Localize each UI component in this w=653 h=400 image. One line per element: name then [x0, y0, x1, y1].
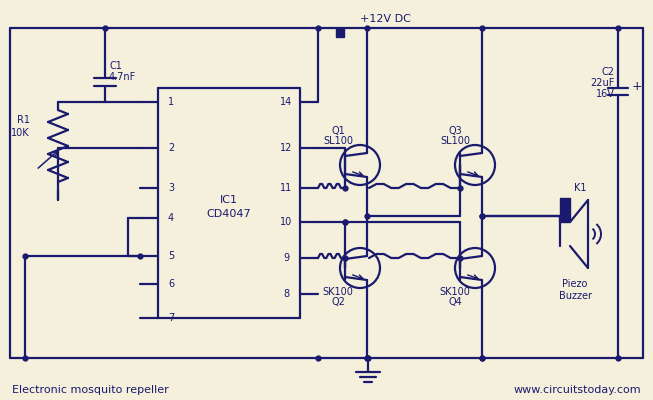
Text: C1: C1 — [109, 61, 122, 71]
Text: C2: C2 — [602, 67, 615, 77]
Text: SK100: SK100 — [323, 287, 353, 297]
Bar — [560, 198, 570, 222]
Text: 1: 1 — [168, 97, 174, 107]
Text: R1: R1 — [17, 115, 30, 125]
Text: www.circuitstoday.com: www.circuitstoday.com — [513, 385, 641, 395]
Text: +12V DC: +12V DC — [360, 14, 411, 24]
Text: IC1: IC1 — [220, 195, 238, 205]
Text: 9: 9 — [283, 253, 289, 263]
Text: Q1: Q1 — [331, 126, 345, 136]
Text: 5: 5 — [168, 251, 174, 261]
Text: Piezo: Piezo — [562, 279, 588, 289]
Text: Q3: Q3 — [448, 126, 462, 136]
Bar — [336, 28, 344, 37]
Text: 10K: 10K — [11, 128, 30, 138]
Text: SL100: SL100 — [440, 136, 470, 146]
Text: 12: 12 — [280, 143, 292, 153]
Text: 8: 8 — [283, 289, 289, 299]
Text: 6: 6 — [168, 279, 174, 289]
Text: Q2: Q2 — [331, 297, 345, 307]
Text: 11: 11 — [280, 183, 292, 193]
Text: SK100: SK100 — [439, 287, 470, 297]
Text: 16V: 16V — [596, 89, 615, 99]
Text: 14: 14 — [280, 97, 292, 107]
Text: Electronic mosquito repeller: Electronic mosquito repeller — [12, 385, 168, 395]
Text: Q4: Q4 — [448, 297, 462, 307]
Text: 4: 4 — [168, 213, 174, 223]
Text: CD4047: CD4047 — [207, 209, 251, 219]
Text: 22uF: 22uF — [590, 78, 615, 88]
Text: SL100: SL100 — [323, 136, 353, 146]
Text: 10: 10 — [280, 217, 292, 227]
Text: 2: 2 — [168, 143, 174, 153]
Text: 3: 3 — [168, 183, 174, 193]
Text: K1: K1 — [574, 183, 586, 193]
Text: Buzzer: Buzzer — [558, 291, 592, 301]
Text: 4.7nF: 4.7nF — [109, 72, 136, 82]
Text: 7: 7 — [168, 313, 174, 323]
Text: +: + — [632, 80, 643, 94]
